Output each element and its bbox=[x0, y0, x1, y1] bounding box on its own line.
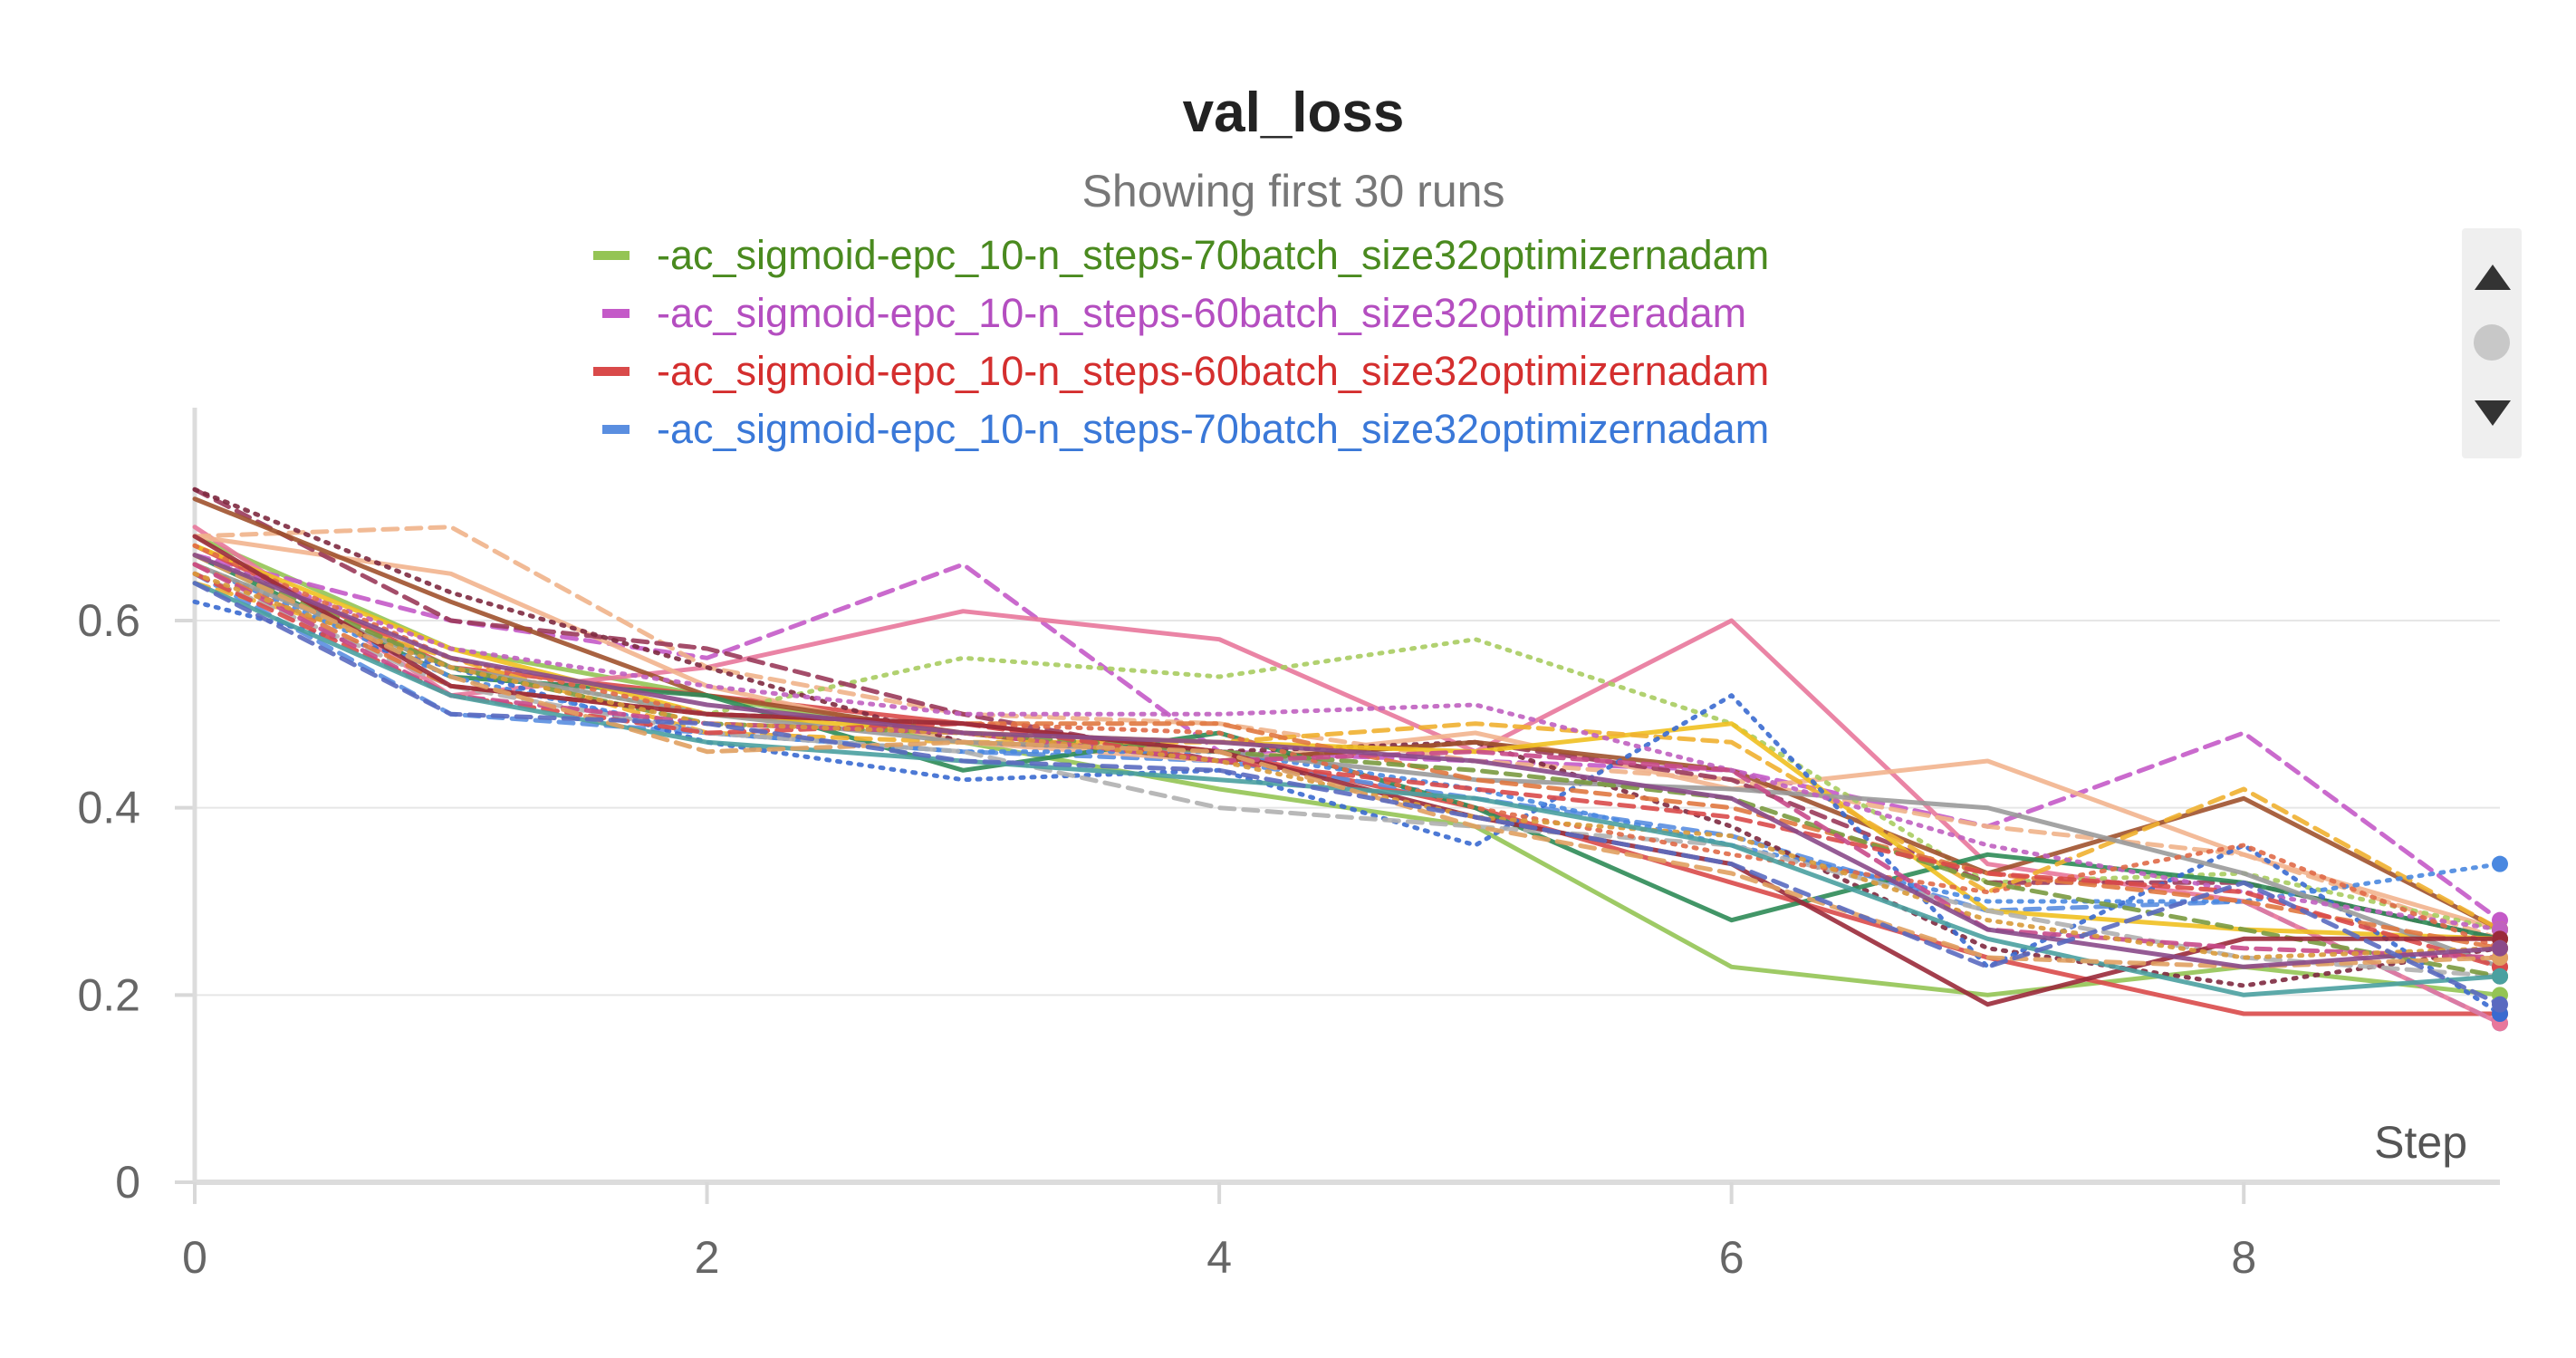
series-endpoint-29 bbox=[2492, 939, 2508, 957]
legend-label: -ac_sigmoid-epc_10-n_steps-60batch_size3… bbox=[657, 290, 1747, 336]
series-line-27 bbox=[192, 581, 2503, 997]
legend-item[interactable]: -ac_sigmoid-epc_10-n_steps-70batch_size3… bbox=[593, 226, 2043, 284]
y-tick-label: 0.4 bbox=[77, 783, 140, 833]
legend-swatch bbox=[593, 251, 630, 260]
legend-swatch bbox=[602, 309, 630, 318]
series-line-1 bbox=[192, 534, 2503, 997]
legend-label: -ac_sigmoid-epc_10-n_steps-70batch_size3… bbox=[657, 406, 1770, 452]
legend-item[interactable]: -ac_sigmoid-epc_10-n_steps-60batch_size3… bbox=[593, 342, 2043, 400]
y-tick-label: 0.6 bbox=[77, 595, 140, 646]
chart-subtitle: Showing first 30 runs bbox=[1082, 166, 1505, 217]
series-line-28 bbox=[192, 553, 2503, 969]
series-layer bbox=[192, 486, 2503, 1026]
series-endpoint-30 bbox=[2492, 996, 2508, 1013]
x-tick-label: 8 bbox=[2231, 1232, 2256, 1283]
x-tick-label: 2 bbox=[695, 1232, 720, 1283]
legend-scroller[interactable] bbox=[2462, 228, 2522, 458]
series-line-24 bbox=[192, 534, 2503, 1007]
x-axis-label: Step bbox=[2374, 1117, 2467, 1168]
series-line-29 bbox=[192, 553, 2503, 969]
chart-legend: -ac_sigmoid-epc_10-n_steps-70batch_size3… bbox=[593, 226, 2043, 458]
legend-label: -ac_sigmoid-epc_10-n_steps-70batch_size3… bbox=[657, 232, 1770, 278]
triangle-up-icon[interactable] bbox=[2475, 265, 2511, 290]
series-line-19 bbox=[192, 553, 2503, 932]
series-line-21 bbox=[192, 543, 2503, 951]
legend-item[interactable]: -ac_sigmoid-epc_10-n_steps-70batch_size3… bbox=[593, 400, 2043, 458]
series-line-7 bbox=[192, 534, 2503, 932]
series-line-30 bbox=[192, 581, 2503, 1007]
legend-swatch bbox=[593, 367, 630, 376]
chart-title: val_loss bbox=[1183, 82, 1405, 144]
endpoint-layer bbox=[2492, 855, 2508, 1032]
legend-label: -ac_sigmoid-epc_10-n_steps-60batch_size3… bbox=[657, 348, 1770, 394]
series-line-26 bbox=[192, 571, 2503, 960]
series-line-13 bbox=[192, 543, 2503, 941]
series-line-4 bbox=[192, 571, 2503, 1026]
series-line-18 bbox=[192, 562, 2503, 969]
axes-layer: 0 0.2 0.4 0.6 0 2 4 6 8 bbox=[77, 408, 2500, 1283]
legend-swatch bbox=[602, 425, 630, 434]
x-tick-label: 6 bbox=[1719, 1232, 1745, 1283]
y-tick-label: 0.2 bbox=[77, 969, 140, 1020]
legend-item[interactable]: -ac_sigmoid-epc_10-n_steps-60batch_size3… bbox=[593, 284, 2043, 342]
circle-icon[interactable] bbox=[2474, 324, 2510, 361]
series-line-11 bbox=[192, 496, 2503, 932]
x-tick-label: 4 bbox=[1206, 1232, 1232, 1283]
series-endpoint-16 bbox=[2492, 855, 2508, 872]
triangle-down-icon[interactable] bbox=[2475, 400, 2511, 426]
x-tick-label: 0 bbox=[182, 1232, 207, 1283]
series-line-2 bbox=[192, 553, 2503, 923]
series-endpoint-27 bbox=[2492, 968, 2508, 985]
y-tick-label: 0 bbox=[115, 1157, 140, 1208]
